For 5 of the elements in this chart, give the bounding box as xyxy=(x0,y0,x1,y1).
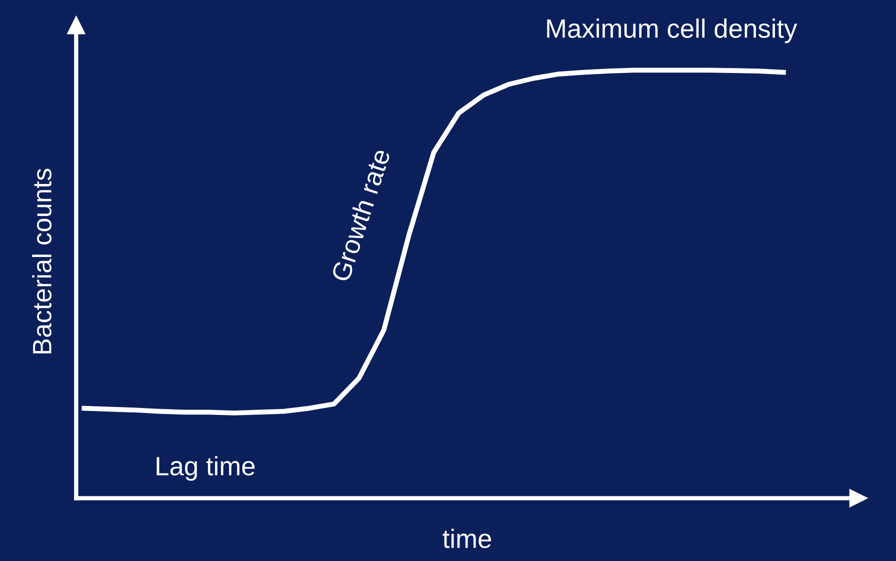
text: Maximum cell density xyxy=(547,18,798,44)
annotation: Lag time xyxy=(156,456,255,481)
annotation: Growth rate xyxy=(330,148,391,282)
x-axis-title: time xyxy=(442,528,492,548)
y-axis-title: Bacterial counts xyxy=(32,168,52,354)
